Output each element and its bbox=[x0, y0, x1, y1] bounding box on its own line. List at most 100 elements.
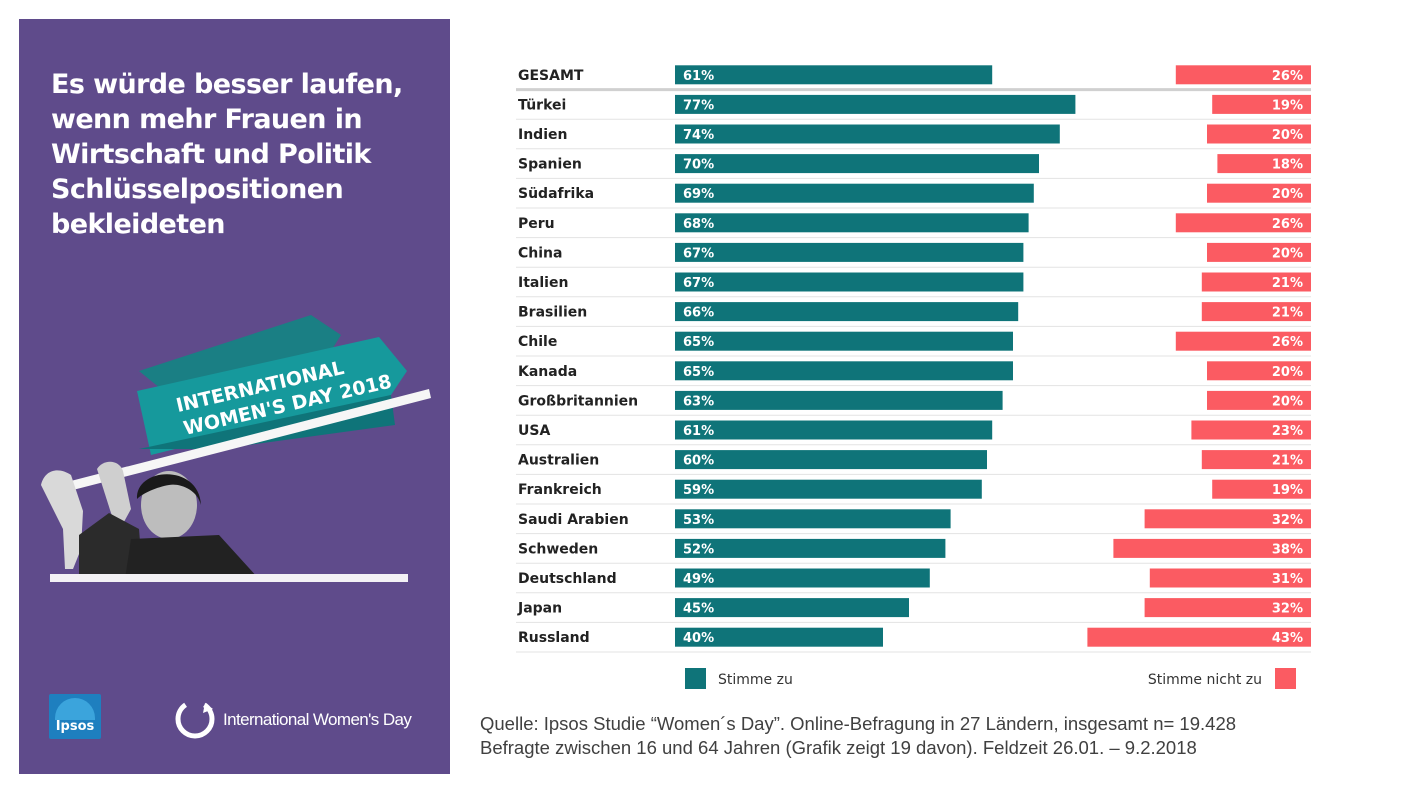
agree-value-label: 40% bbox=[683, 631, 714, 646]
agree-value-label: 52% bbox=[683, 542, 714, 557]
disagree-value-label: 26% bbox=[1272, 335, 1303, 350]
baseline-bar bbox=[50, 574, 408, 582]
disagree-bar bbox=[1212, 94, 1311, 114]
agree-bar bbox=[675, 361, 1013, 381]
category-label: Kanada bbox=[518, 364, 577, 380]
agree-bar bbox=[675, 183, 1034, 203]
disagree-bar bbox=[1175, 65, 1311, 85]
iwd-logo-icon bbox=[175, 699, 215, 739]
disagree-value-label: 26% bbox=[1272, 217, 1303, 232]
agree-value-label: 60% bbox=[683, 454, 714, 469]
agree-value-label: 67% bbox=[683, 246, 714, 261]
disagree-bar bbox=[1201, 302, 1311, 322]
disagree-value-label: 21% bbox=[1272, 276, 1303, 291]
disagree-value-label: 26% bbox=[1272, 69, 1303, 84]
agree-value-label: 61% bbox=[683, 69, 714, 84]
disagree-bar bbox=[1175, 213, 1311, 233]
legend-label-disagree: Stimme nicht zu bbox=[1148, 672, 1262, 688]
headline-line: wenn mehr Frauen in bbox=[51, 104, 363, 135]
agree-value-label: 65% bbox=[683, 335, 714, 350]
disagree-bar bbox=[1212, 479, 1311, 499]
source-line-1: Quelle: Ipsos Studie “Women´s Day”. Onli… bbox=[480, 713, 1237, 734]
agree-bar bbox=[675, 94, 1076, 114]
disagree-value-label: 19% bbox=[1272, 98, 1303, 113]
disagree-value-label: 20% bbox=[1272, 246, 1303, 261]
agree-bar bbox=[675, 420, 993, 440]
headline-line: bekleideten bbox=[51, 209, 226, 240]
headline-line: Wirtschaft und Politik bbox=[51, 139, 371, 170]
agree-value-label: 69% bbox=[683, 187, 714, 202]
disagree-bar bbox=[1207, 390, 1311, 410]
agree-bar bbox=[675, 65, 993, 85]
agree-value-label: 63% bbox=[683, 394, 714, 409]
disagree-bar bbox=[1113, 538, 1311, 558]
disagree-bar bbox=[1207, 124, 1311, 144]
disagree-bar bbox=[1207, 183, 1311, 203]
legend-swatch-agree bbox=[685, 668, 706, 689]
agree-value-label: 49% bbox=[683, 572, 714, 587]
legend-label-agree: Stimme zu bbox=[718, 672, 793, 688]
disagree-value-label: 21% bbox=[1272, 454, 1303, 469]
ipsos-logo: Ipsos bbox=[49, 694, 101, 739]
agree-bar bbox=[675, 331, 1013, 351]
disagree-bar bbox=[1201, 272, 1311, 292]
disagree-bar bbox=[1217, 154, 1311, 174]
agree-bar bbox=[675, 213, 1029, 233]
disagree-bar bbox=[1175, 331, 1311, 351]
agree-bar bbox=[675, 509, 951, 529]
category-label: Peru bbox=[518, 216, 555, 232]
disagree-bar bbox=[1087, 627, 1311, 647]
agree-bar bbox=[675, 538, 946, 558]
category-label: USA bbox=[518, 423, 550, 439]
woman-figure bbox=[41, 461, 259, 579]
category-label: Indien bbox=[518, 127, 567, 143]
agree-value-label: 66% bbox=[683, 306, 714, 321]
category-label: Italien bbox=[518, 275, 568, 291]
category-label: Saudi Arabien bbox=[518, 512, 629, 528]
disagree-value-label: 20% bbox=[1272, 128, 1303, 143]
disagree-value-label: 43% bbox=[1272, 631, 1303, 646]
disagree-bar bbox=[1201, 450, 1311, 470]
headline-line: Schlüsselpositionen bbox=[51, 174, 344, 205]
category-label: Japan bbox=[517, 601, 562, 617]
agree-value-label: 68% bbox=[683, 217, 714, 232]
agree-bar bbox=[675, 242, 1024, 262]
banner-illustration: INTERNATIONAL WOMEN'S DAY 2018 bbox=[41, 315, 431, 579]
disagree-value-label: 23% bbox=[1272, 424, 1303, 439]
category-label: Türkei bbox=[518, 97, 566, 113]
disagree-value-label: 38% bbox=[1272, 542, 1303, 557]
agree-bar bbox=[675, 390, 1003, 410]
category-label: China bbox=[518, 245, 562, 261]
agree-value-label: 70% bbox=[683, 158, 714, 173]
left-panel: Es würde besser laufen, wenn mehr Frauen… bbox=[19, 19, 450, 774]
agree-value-label: 45% bbox=[683, 602, 714, 617]
disagree-bar bbox=[1191, 420, 1311, 440]
category-label: Russland bbox=[518, 630, 590, 646]
disagree-bar bbox=[1207, 361, 1311, 381]
disagree-value-label: 32% bbox=[1272, 513, 1303, 528]
banner-flag bbox=[137, 337, 407, 455]
disagree-bar bbox=[1207, 242, 1311, 262]
category-label: Schweden bbox=[518, 541, 598, 557]
source-line-2: Befragte zwischen 16 und 64 Jahren (Graf… bbox=[480, 737, 1197, 758]
category-label: Australien bbox=[518, 453, 599, 469]
headline-line: Es würde besser laufen, bbox=[51, 69, 403, 100]
agree-bar bbox=[675, 598, 909, 618]
agree-value-label: 65% bbox=[683, 365, 714, 380]
agree-value-label: 74% bbox=[683, 128, 714, 143]
iwd-logo-text: International Women's Day bbox=[223, 710, 412, 729]
agree-value-label: 53% bbox=[683, 513, 714, 528]
category-label: Frankreich bbox=[518, 482, 602, 498]
category-label: Spanien bbox=[518, 157, 582, 173]
disagree-value-label: 32% bbox=[1272, 602, 1303, 617]
agree-value-label: 59% bbox=[683, 483, 714, 498]
disagree-value-label: 31% bbox=[1272, 572, 1303, 587]
category-label: Brasilien bbox=[518, 305, 587, 321]
banner-back-flap bbox=[139, 315, 341, 397]
category-label: Südafrika bbox=[518, 186, 594, 202]
agree-bar bbox=[675, 302, 1019, 322]
disagree-bar bbox=[1144, 509, 1311, 529]
agree-bar bbox=[675, 627, 883, 647]
category-label: Chile bbox=[518, 334, 557, 350]
